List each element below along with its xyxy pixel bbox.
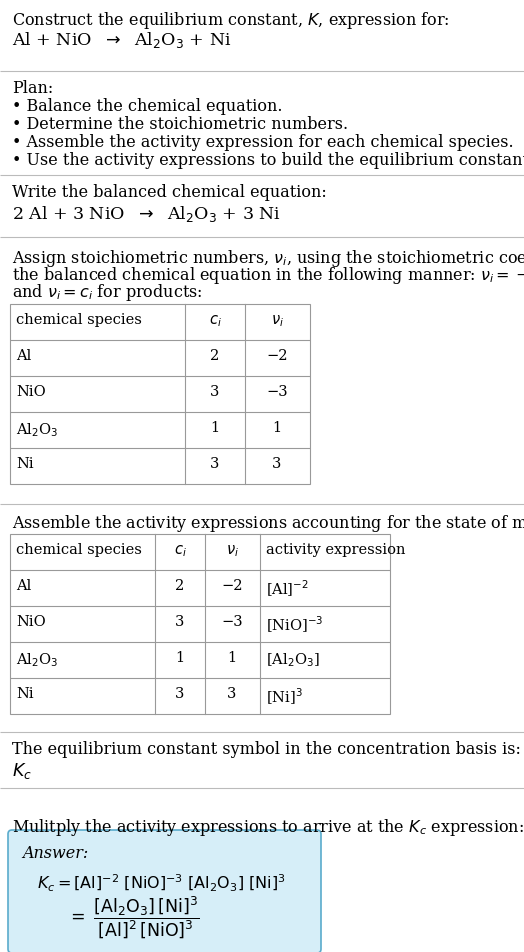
Text: 2: 2: [176, 579, 184, 592]
Text: Mulitply the activity expressions to arrive at the $K_c$ expression:: Mulitply the activity expressions to arr…: [12, 816, 524, 837]
Text: −2: −2: [266, 348, 288, 363]
Text: Ni: Ni: [16, 686, 34, 701]
Text: Ni: Ni: [16, 457, 34, 470]
Text: NiO: NiO: [16, 385, 46, 399]
Text: Al: Al: [16, 348, 31, 363]
Text: 3: 3: [227, 686, 237, 701]
Text: $\nu_i$: $\nu_i$: [225, 543, 238, 558]
Text: • Balance the chemical equation.: • Balance the chemical equation.: [12, 98, 282, 115]
Text: Al: Al: [16, 579, 31, 592]
Text: chemical species: chemical species: [16, 543, 142, 556]
Text: 2: 2: [210, 348, 220, 363]
Text: NiO: NiO: [16, 614, 46, 628]
Text: the balanced chemical equation in the following manner: $\nu_i = -c_i$ for react: the balanced chemical equation in the fo…: [12, 265, 524, 286]
Text: 3: 3: [272, 457, 282, 470]
Bar: [10, 534, 390, 714]
Text: [Al]$^{-2}$: [Al]$^{-2}$: [266, 579, 309, 599]
Text: • Assemble the activity expression for each chemical species.: • Assemble the activity expression for e…: [12, 134, 514, 150]
Text: Answer:: Answer:: [22, 844, 88, 862]
Text: $K_c$: $K_c$: [12, 761, 32, 781]
Text: chemical species: chemical species: [16, 312, 142, 327]
Text: and $\nu_i = c_i$ for products:: and $\nu_i = c_i$ for products:: [12, 282, 202, 303]
Text: • Determine the stoichiometric numbers.: • Determine the stoichiometric numbers.: [12, 116, 348, 133]
Text: $= \ \dfrac{\mathrm{[Al_2O_3]\,[Ni]^3}}{\mathrm{[Al]^2\,[NiO]^3}}$: $= \ \dfrac{\mathrm{[Al_2O_3]\,[Ni]^3}}{…: [67, 894, 199, 941]
Text: [NiO]$^{-3}$: [NiO]$^{-3}$: [266, 614, 323, 635]
Text: • Use the activity expressions to build the equilibrium constant expression.: • Use the activity expressions to build …: [12, 151, 524, 169]
Text: 3: 3: [176, 686, 184, 701]
Text: Assign stoichiometric numbers, $\nu_i$, using the stoichiometric coefficients, $: Assign stoichiometric numbers, $\nu_i$, …: [12, 248, 524, 268]
Text: Assemble the activity expressions accounting for the state of matter and $\nu_i$: Assemble the activity expressions accoun…: [12, 512, 524, 533]
Text: [Al$_2$O$_3$]: [Al$_2$O$_3$]: [266, 650, 320, 668]
Text: −3: −3: [266, 385, 288, 399]
Text: Al$_2$O$_3$: Al$_2$O$_3$: [16, 650, 58, 668]
Text: Construct the equilibrium constant, $K$, expression for:: Construct the equilibrium constant, $K$,…: [12, 10, 450, 31]
Text: [Ni]$^3$: [Ni]$^3$: [266, 686, 303, 706]
Text: Plan:: Plan:: [12, 80, 53, 97]
Text: 3: 3: [210, 385, 220, 399]
Text: Al + NiO  $\rightarrow$  Al$_2$O$_3$ + Ni: Al + NiO $\rightarrow$ Al$_2$O$_3$ + Ni: [12, 30, 231, 50]
Text: 1: 1: [176, 650, 184, 664]
Text: activity expression: activity expression: [266, 543, 406, 556]
Text: 1: 1: [272, 421, 281, 434]
Text: −3: −3: [221, 614, 243, 628]
FancyBboxPatch shape: [8, 830, 321, 952]
Text: 1: 1: [211, 421, 220, 434]
Text: 3: 3: [176, 614, 184, 628]
Text: $c_i$: $c_i$: [173, 543, 187, 558]
Text: 1: 1: [227, 650, 236, 664]
Text: Al$_2$O$_3$: Al$_2$O$_3$: [16, 421, 58, 438]
Text: $K_c = \mathrm{[Al]}^{-2}$ $\mathrm{[NiO]}^{-3}$ $\mathrm{[Al_2O_3]}$ $\mathrm{[: $K_c = \mathrm{[Al]}^{-2}$ $\mathrm{[NiO…: [37, 872, 286, 893]
Text: The equilibrium constant symbol in the concentration basis is:: The equilibrium constant symbol in the c…: [12, 741, 521, 757]
Text: $\nu_i$: $\nu_i$: [270, 312, 283, 328]
Text: 3: 3: [210, 457, 220, 470]
Text: Write the balanced chemical equation:: Write the balanced chemical equation:: [12, 184, 327, 201]
Text: −2: −2: [221, 579, 243, 592]
Bar: [10, 305, 310, 485]
Text: $c_i$: $c_i$: [209, 312, 222, 328]
Text: 2 Al + 3 NiO  $\rightarrow$  Al$_2$O$_3$ + 3 Ni: 2 Al + 3 NiO $\rightarrow$ Al$_2$O$_3$ +…: [12, 204, 281, 224]
